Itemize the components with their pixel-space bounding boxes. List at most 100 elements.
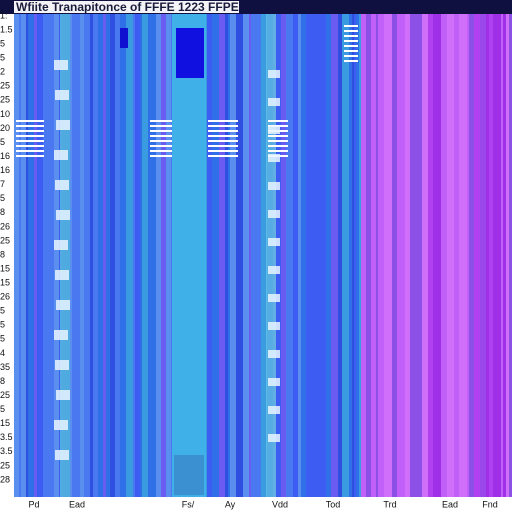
- label-strip: [0, 497, 512, 512]
- stripe: [378, 14, 384, 497]
- left-label: 5: [0, 306, 5, 316]
- left-label: 26: [0, 292, 10, 302]
- stripe: [37, 14, 43, 497]
- label-strip: [0, 14, 14, 497]
- stripe: [489, 14, 493, 497]
- stripe: [410, 14, 417, 497]
- dash: [344, 30, 358, 32]
- marker: [268, 98, 280, 106]
- stripe: [28, 14, 34, 497]
- bottom-label: Vdd: [272, 499, 288, 509]
- marker: [268, 406, 280, 414]
- left-label: 2: [0, 67, 5, 77]
- marker: [55, 360, 69, 370]
- left-label: 3.5: [0, 432, 13, 442]
- dash: [268, 150, 288, 152]
- cyan-column: [172, 14, 206, 497]
- left-label: 4: [0, 348, 5, 358]
- cyan-column: [266, 14, 276, 497]
- dash: [16, 120, 44, 122]
- left-label: 25: [0, 460, 10, 470]
- stripe: [293, 14, 298, 497]
- dash: [208, 150, 238, 152]
- stripe: [135, 14, 140, 497]
- left-label: 16: [0, 151, 10, 161]
- stripe: [486, 14, 489, 497]
- stripe: [501, 14, 503, 497]
- stripe: [371, 14, 376, 497]
- left-label: 7: [0, 179, 5, 189]
- marker: [54, 240, 68, 250]
- stripe: [156, 14, 161, 497]
- stripe: [376, 14, 378, 497]
- stripe: [331, 14, 333, 497]
- left-label: 26: [0, 221, 10, 231]
- marker: [54, 150, 68, 160]
- block: [176, 28, 204, 78]
- stripe: [112, 14, 115, 497]
- left-label: 25: [0, 235, 10, 245]
- marker: [268, 154, 280, 162]
- stripe: [261, 14, 267, 497]
- stripe: [243, 14, 249, 497]
- stripe: [422, 14, 428, 497]
- dash: [150, 135, 172, 137]
- stripe: [342, 14, 349, 497]
- dash: [150, 155, 172, 157]
- stripe: [493, 14, 501, 497]
- left-label: 5: [0, 53, 5, 63]
- bottom-label: Ead: [442, 499, 458, 509]
- stripe: [161, 14, 166, 497]
- left-label: 25: [0, 81, 10, 91]
- stripe: [469, 14, 474, 497]
- stripe: [503, 14, 506, 497]
- stripe: [428, 14, 433, 497]
- cyan-column: [60, 14, 70, 497]
- stripe: [480, 14, 486, 497]
- left-label: 5: [0, 137, 5, 147]
- stripe: [93, 14, 98, 497]
- stripe: [326, 14, 331, 497]
- stripe: [397, 14, 405, 497]
- dash: [150, 125, 172, 127]
- dash: [16, 125, 44, 127]
- left-label: 1.5: [0, 24, 13, 34]
- dash: [344, 60, 358, 62]
- stripe: [509, 14, 512, 497]
- left-label: 25: [0, 390, 10, 400]
- stripe: [356, 14, 359, 497]
- dash: [208, 130, 238, 132]
- left-label: 15: [0, 277, 10, 287]
- dash: [150, 145, 172, 147]
- stripe: [148, 14, 156, 497]
- left-label: 15: [0, 418, 10, 428]
- block: [174, 455, 204, 495]
- stripe: [441, 14, 447, 497]
- stripe: [447, 14, 454, 497]
- stripe: [359, 14, 361, 497]
- marker: [268, 210, 280, 218]
- marker: [54, 420, 68, 430]
- stripe: [19, 14, 21, 497]
- block: [120, 28, 128, 48]
- dash: [16, 140, 44, 142]
- marker: [55, 180, 69, 190]
- dash: [208, 145, 238, 147]
- stripe: [207, 14, 212, 497]
- stripe: [34, 14, 37, 497]
- stripe: [219, 14, 225, 497]
- marker: [56, 120, 70, 130]
- dash: [16, 145, 44, 147]
- stripe: [115, 14, 120, 497]
- marker: [54, 60, 68, 70]
- dash: [344, 40, 358, 42]
- stripe: [316, 14, 322, 497]
- stripe: [26, 14, 28, 497]
- stripe: [384, 14, 392, 497]
- marker: [268, 238, 280, 246]
- marker: [268, 294, 280, 302]
- stripe: [281, 14, 286, 497]
- left-label: 8: [0, 249, 5, 259]
- left-label: 15: [0, 263, 10, 273]
